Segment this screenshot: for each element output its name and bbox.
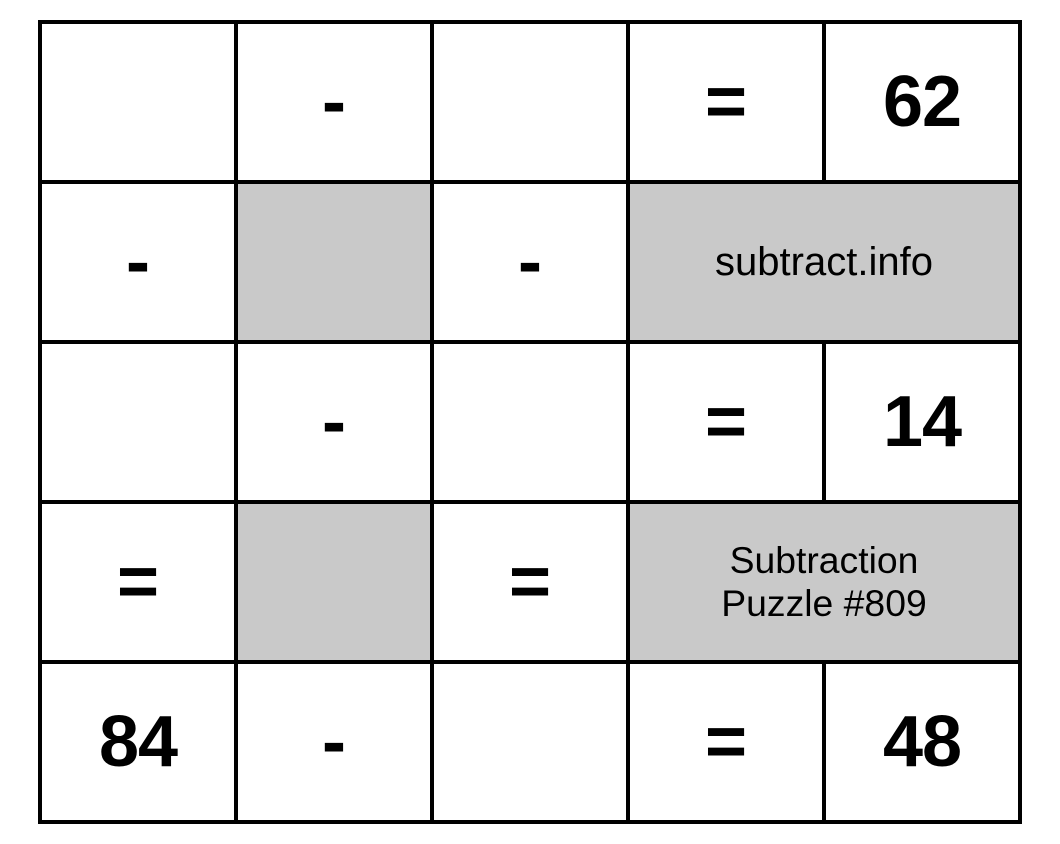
blank-cell[interactable] [432, 22, 628, 182]
shaded-cell [236, 502, 432, 662]
subtraction-puzzle-grid: - = 62 - - subtract.info - = 14 = = Subt… [38, 20, 1022, 824]
operator-minus: - [236, 22, 432, 182]
table-row: - = 14 [40, 342, 1020, 502]
blank-cell[interactable] [40, 342, 236, 502]
operator-equals: = [628, 342, 824, 502]
site-label: subtract.info [628, 182, 1020, 342]
given-cell: 84 [40, 662, 236, 822]
operator-equals: = [628, 662, 824, 822]
blank-cell[interactable] [432, 662, 628, 822]
operator-equals: = [40, 502, 236, 662]
puzzle-container: - = 62 - - subtract.info - = 14 = = Subt… [0, 0, 1060, 844]
operator-minus: - [236, 662, 432, 822]
blank-cell[interactable] [40, 22, 236, 182]
operator-minus: - [236, 342, 432, 502]
table-row: 84 - = 48 [40, 662, 1020, 822]
operator-minus: - [40, 182, 236, 342]
operator-equals: = [628, 22, 824, 182]
table-row: - = 62 [40, 22, 1020, 182]
result-cell: 14 [824, 342, 1020, 502]
operator-minus: - [432, 182, 628, 342]
table-row: - - subtract.info [40, 182, 1020, 342]
shaded-cell [236, 182, 432, 342]
puzzle-title: SubtractionPuzzle #809 [628, 502, 1020, 662]
table-row: = = SubtractionPuzzle #809 [40, 502, 1020, 662]
result-cell: 48 [824, 662, 1020, 822]
result-cell: 62 [824, 22, 1020, 182]
operator-equals: = [432, 502, 628, 662]
blank-cell[interactable] [432, 342, 628, 502]
